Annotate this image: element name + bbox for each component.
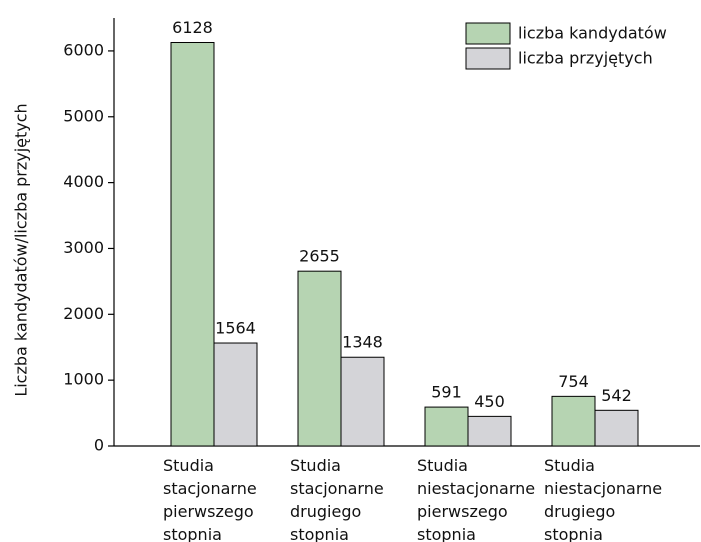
value-label: 591 xyxy=(431,383,462,402)
legend-swatch xyxy=(465,22,511,45)
y-tick-label: 1000 xyxy=(63,370,104,389)
bar xyxy=(213,342,258,447)
bar xyxy=(424,406,469,447)
y-tick-label: 5000 xyxy=(63,106,104,125)
bar xyxy=(340,356,385,447)
bar xyxy=(170,41,215,447)
y-tick-label: 3000 xyxy=(63,238,104,257)
x-tick-label-line: drugiego xyxy=(544,502,620,521)
legend-label: liczba kandydatów xyxy=(518,24,667,43)
x-tick-label-line: Studia xyxy=(163,456,219,475)
x-tick-label: Studia niestacjonarne pierwszego stopnia xyxy=(417,456,540,542)
x-tick-label-line: Studia xyxy=(417,456,473,475)
x-tick-label-line: niestacjonarne xyxy=(544,479,667,498)
x-tick-label-line: stopnia xyxy=(163,525,222,542)
value-label: 1348 xyxy=(342,333,383,352)
legend-swatch xyxy=(465,47,511,70)
x-tick-label-line: niestacjonarne xyxy=(417,479,540,498)
x-tick-label-line: stopnia xyxy=(290,525,349,542)
x-tick-label: Studia stacjonarne pierwszego stopnia xyxy=(163,456,262,542)
bar xyxy=(297,270,342,447)
x-tick-label-line: drugiego xyxy=(290,502,366,521)
value-label: 2655 xyxy=(299,247,340,266)
value-label: 754 xyxy=(558,372,589,391)
y-tick-label: 6000 xyxy=(63,40,104,59)
value-label: 542 xyxy=(601,386,632,405)
value-label: 6128 xyxy=(172,18,213,37)
bar xyxy=(551,395,596,447)
legend-label: liczba przyjętych xyxy=(518,49,653,68)
x-tick-label: Studia stacjonarne drugiego stopnia xyxy=(290,456,389,542)
x-tick-label-line: pierwszego xyxy=(417,502,513,521)
y-tick-label: 0 xyxy=(94,436,104,455)
x-tick-label-line: Studia xyxy=(290,456,346,475)
y-axis-label: Liczba kandydatów/liczba przyjętych xyxy=(12,103,31,396)
x-tick-label-line: Studia xyxy=(544,456,600,475)
x-tick-label: Studia niestacjonarne drugiego stopnia xyxy=(544,456,667,542)
x-tick-label-line: stacjonarne xyxy=(290,479,389,498)
value-label: 1564 xyxy=(215,319,256,338)
x-tick-label-line: stopnia xyxy=(544,525,603,542)
bar xyxy=(594,409,639,447)
y-tick-label: 4000 xyxy=(63,172,104,191)
y-tick-label: 2000 xyxy=(63,304,104,323)
x-tick-label-line: stopnia xyxy=(417,525,476,542)
x-tick-label-line: pierwszego xyxy=(163,502,259,521)
value-label: 450 xyxy=(474,392,505,411)
x-tick-label-line: stacjonarne xyxy=(163,479,262,498)
bar xyxy=(467,415,512,447)
